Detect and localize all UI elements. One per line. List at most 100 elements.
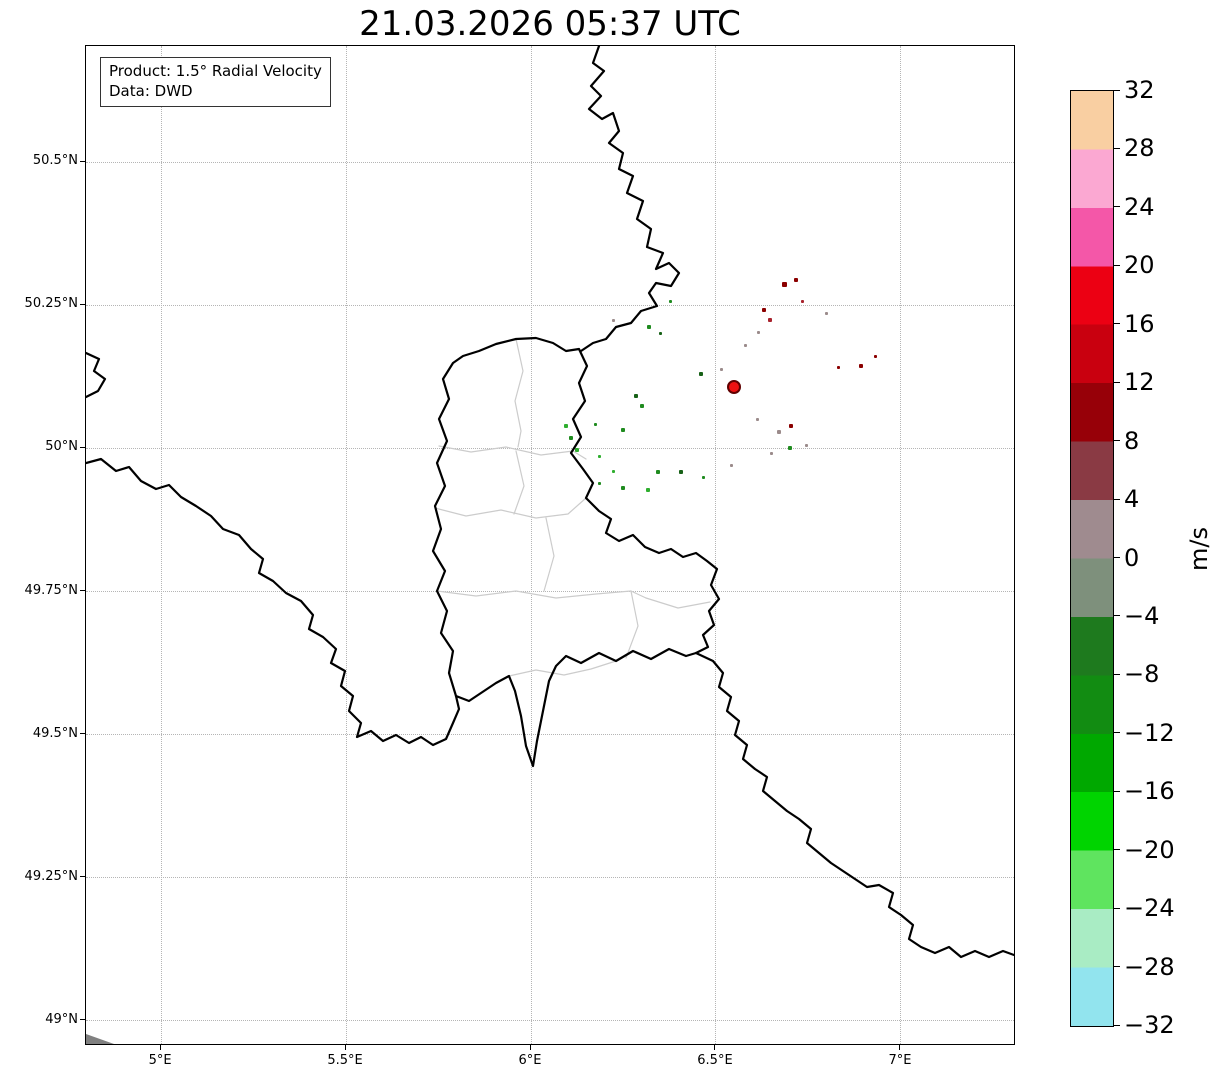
colorbar-tick-mark [1114,381,1120,383]
radar-echo [621,427,626,432]
corner-border-fragment [86,1034,114,1044]
colorbar [1070,90,1114,1027]
radar-echo [767,318,772,323]
colorbar-tick-label: −20 [1124,835,1175,864]
radar-echo [837,366,841,370]
radar-echo [574,447,579,452]
colorbar-tick-mark [1114,790,1120,792]
colorbar-tick-label: 24 [1124,192,1155,221]
radar-echo [598,455,602,459]
border-givet-salient [86,351,107,399]
x-tick-label: 7°E [888,1053,912,1068]
colorbar-tick-mark [1114,907,1120,909]
x-tick-mark [529,1045,531,1050]
map-plot-area [85,45,1015,1045]
colorbar-gradient [1071,91,1113,1026]
x-gridline [715,46,717,1044]
radar-echo [801,300,805,304]
border-luxembourg [431,336,721,768]
grid-layer [86,46,1014,1044]
radar-echo-layer [86,46,1014,1044]
radar-echo [640,404,644,409]
radar-echo [647,325,652,330]
x-tick-mark [344,1045,346,1050]
y-tick-label: 50.25°N [24,296,78,312]
colorbar-tick-label: 28 [1124,134,1155,163]
colorbar-tick-mark [1114,732,1120,734]
radar-echo [564,423,569,428]
radar-echo [597,482,601,486]
colorbar-tick-label: 4 [1124,485,1140,514]
radar-echo [805,444,809,448]
y-tick-label: 49.25°N [24,868,78,884]
radar-echo [568,435,573,440]
radar-echo [594,422,598,426]
radar-site-marker [727,379,742,394]
colorbar-tick-mark [1114,966,1120,968]
canton-borders [434,338,711,677]
y-tick-label: 49.75°N [24,582,78,598]
colorbar-tick-mark [1114,1024,1120,1026]
radar-echo [757,330,761,334]
radar-echo [621,485,626,490]
y-tick-label: 50°N [45,439,78,455]
radar-echo [769,452,773,456]
radar-echo [634,393,639,398]
map-svg [86,46,1014,1044]
x-tick-label: 6.5°E [697,1053,733,1068]
y-tick-mark [80,1019,85,1021]
colorbar-tick-label: −4 [1124,601,1160,630]
y-gridline [86,1020,1014,1022]
radar-echo [678,469,683,474]
radar-echo [755,418,759,422]
colorbar-tick-label: 0 [1124,543,1140,572]
x-tick-mark [714,1045,716,1050]
y-tick-label: 49.5°N [32,725,78,741]
y-gridline [86,447,1014,449]
colorbar-tick-label: 32 [1124,76,1155,104]
radar-echo [787,445,792,450]
radar-echo [730,464,734,468]
radar-echo [611,318,615,322]
colorbar-tick-label: −12 [1124,718,1175,747]
y-gridline [86,304,1014,306]
x-gridline [900,46,902,1044]
radar-echo [873,355,877,359]
colorbar-tick-label: 12 [1124,368,1155,397]
colorbar-tick-label: −16 [1124,777,1175,806]
radar-echo [701,476,705,480]
y-gridline [86,591,1014,592]
border-france-germany [694,651,1014,959]
radar-echo [762,307,767,312]
y-tick-label: 49°N [45,1011,78,1027]
y-tick-mark [80,733,85,735]
colorbar-tick-mark [1114,440,1120,442]
colorbar-tick-mark [1114,206,1120,208]
border-france-belgium [86,457,461,747]
colorbar-tick-mark [1114,89,1120,91]
y-gridline [86,161,1014,163]
colorbar-tick-label: 16 [1124,309,1155,338]
radar-echo [744,344,748,348]
radar-echo [825,312,829,316]
radar-echo [655,469,660,474]
y-tick-mark [80,446,85,448]
x-gridline [345,46,347,1044]
x-gridline [160,46,162,1044]
x-tick-mark [899,1045,901,1050]
radar-echo [719,368,723,372]
radar-echo [698,371,703,376]
colorbar-tick-label: −24 [1124,894,1175,923]
colorbar-tick-label: 20 [1124,251,1155,280]
plot-title: 21.03.2026 05:37 UTC [359,4,741,44]
colorbar-tick-label: −28 [1124,952,1175,981]
colorbar-tick-mark [1114,673,1120,675]
colorbar-tick-label: 8 [1124,426,1140,455]
radar-echo [776,429,781,434]
colorbar-tick-mark [1114,498,1120,500]
border-germany-belgium [579,46,681,353]
x-tick-label: 6°E [518,1053,542,1068]
colorbar-tick-mark [1114,557,1120,558]
y-tick-label: 50.5°N [32,153,78,169]
